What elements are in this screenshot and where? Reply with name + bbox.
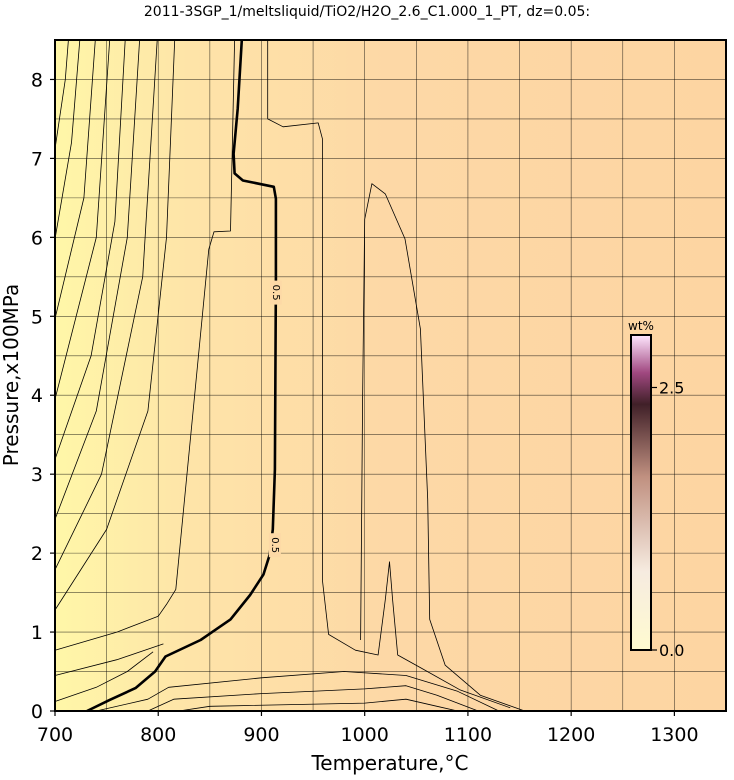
y-tick-label: 7 bbox=[31, 148, 43, 170]
x-axis-label: Temperature,°C bbox=[310, 751, 468, 775]
contour-line bbox=[54, 39, 158, 570]
y-tick-label: 0 bbox=[31, 701, 43, 723]
x-tick-label: 1100 bbox=[444, 724, 492, 746]
y-tick-label: 4 bbox=[31, 385, 43, 407]
plot-area: 0.5 0.5 bbox=[54, 39, 726, 713]
contour-line bbox=[54, 643, 164, 676]
x-tick-label: 800 bbox=[140, 724, 176, 746]
contour-label: 0.5 bbox=[270, 285, 281, 301]
contour-line bbox=[96, 671, 500, 712]
x-tick-label: 700 bbox=[37, 724, 73, 746]
contour-line bbox=[54, 651, 154, 702]
x-tick-label: 900 bbox=[243, 724, 279, 746]
y-tick-label: 5 bbox=[31, 306, 43, 328]
contour-line bbox=[267, 40, 511, 709]
colorbar-scale bbox=[630, 334, 652, 651]
contour-label-bg bbox=[269, 280, 282, 305]
contour-label-bg bbox=[268, 533, 281, 558]
y-tick-label: 6 bbox=[31, 227, 43, 249]
contour-line bbox=[54, 39, 81, 239]
contour-line bbox=[54, 39, 96, 319]
contour-line bbox=[360, 183, 525, 712]
plot-frame bbox=[54, 39, 727, 712]
y-tick-label: 1 bbox=[31, 622, 43, 644]
x-tick-label: 1000 bbox=[341, 724, 389, 746]
contour-line bbox=[178, 698, 458, 712]
contour-label: 0.5 bbox=[269, 537, 280, 553]
colorbar-tick-label: 2.5 bbox=[659, 379, 684, 398]
colorbar-tick-label: 0.0 bbox=[659, 641, 684, 660]
contour-line bbox=[54, 39, 111, 400]
colorbar-title: wt% bbox=[628, 319, 654, 333]
y-tick-label: 3 bbox=[31, 464, 43, 486]
y-tick-label: 2 bbox=[31, 543, 43, 565]
contour-line bbox=[54, 39, 69, 149]
x-tick-label: 1300 bbox=[650, 724, 698, 746]
contour-line bbox=[54, 39, 235, 651]
chart-title: 2011-3SGP_1/meltsliquid/TiO2/H2O_2.6_C1.… bbox=[144, 4, 590, 20]
contour-line bbox=[54, 39, 176, 611]
plot-background bbox=[55, 40, 726, 711]
colorbar: wt% 0.0 2.5 bbox=[628, 319, 684, 660]
contour-line bbox=[54, 39, 126, 460]
y-axis-label: Pressure,x100MPa bbox=[0, 284, 23, 466]
contour-line bbox=[147, 685, 479, 712]
contour-line bbox=[54, 39, 140, 520]
y-tick-label: 8 bbox=[31, 69, 43, 91]
x-tick-label: 1200 bbox=[547, 724, 595, 746]
